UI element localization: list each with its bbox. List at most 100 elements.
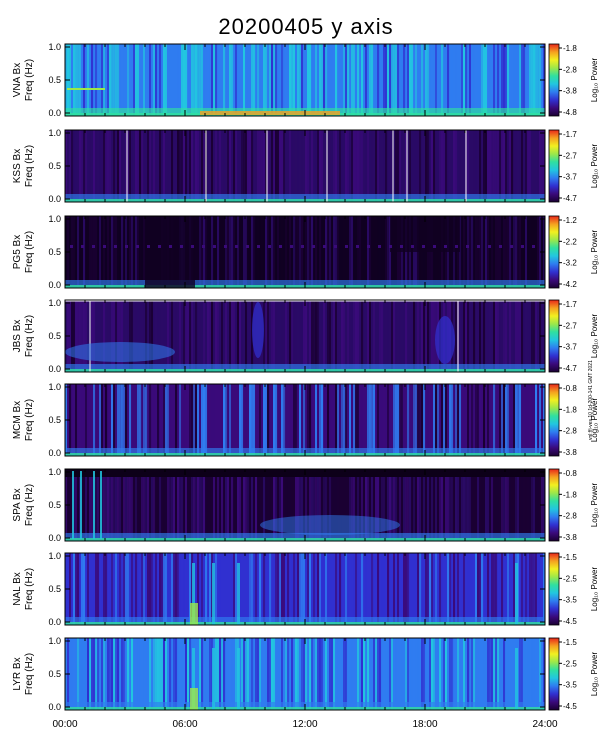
spectrogram-column	[257, 638, 260, 710]
spectrogram-column	[427, 553, 430, 625]
spectrogram-column	[205, 476, 208, 541]
spectrogram-column	[435, 384, 438, 456]
spectrogram-column	[393, 553, 396, 625]
spectrogram-column	[181, 44, 184, 116]
y-axis-label: Freq (Hz)	[24, 399, 35, 441]
spectrogram-column	[507, 44, 510, 116]
spectrogram-column	[421, 130, 424, 202]
spectrogram-column	[313, 553, 316, 625]
spectrogram-column	[461, 130, 464, 202]
spectrogram-column	[419, 300, 422, 372]
spectrogram-column	[185, 130, 188, 202]
spectrogram-column	[517, 384, 520, 456]
spectrogram-column	[179, 44, 182, 116]
spectrogram-column	[149, 384, 152, 456]
spectrogram-column	[281, 130, 284, 202]
spectrogram-column	[283, 638, 286, 710]
spectrogram-column	[331, 130, 334, 202]
spectrogram-column	[183, 44, 186, 116]
spectrogram-column	[245, 476, 248, 541]
spectrogram-column	[169, 44, 172, 116]
spectrogram-column	[479, 130, 482, 202]
spectrogram-column	[387, 638, 390, 710]
spectrogram-column	[485, 476, 488, 541]
spectrogram-column	[355, 130, 358, 202]
spectrogram-column	[529, 300, 532, 372]
spectrogram-column	[425, 300, 428, 372]
spectrogram-column	[465, 216, 468, 288]
spectrogram-column	[337, 476, 340, 541]
spectrogram-column	[307, 384, 310, 456]
spectrogram-column	[431, 638, 434, 710]
colorbar-tick-label: -2.7	[563, 151, 577, 160]
spectrogram-column	[217, 216, 220, 288]
spectrogram-column	[341, 384, 344, 456]
spectrogram-column	[341, 130, 344, 202]
spectrogram-column	[489, 130, 492, 202]
spectrogram-column	[475, 384, 478, 456]
y-axis-label: Freq (Hz)	[24, 484, 35, 526]
spectrogram-column	[425, 384, 428, 456]
spectrogram-column	[267, 216, 270, 288]
spectrogram-column	[509, 44, 512, 116]
spectrogram-column	[319, 476, 322, 541]
spectrogram-column	[133, 216, 136, 288]
spectrogram-column	[115, 216, 118, 288]
spectrogram-column	[239, 638, 242, 710]
spectrogram-column	[281, 553, 284, 625]
spectrogram-column	[373, 553, 376, 625]
colorbar-tick-label: -3.7	[563, 173, 577, 182]
spectrogram-column	[89, 44, 92, 116]
spectrogram-column	[537, 300, 540, 372]
spectrogram-column	[531, 384, 534, 456]
spectrogram-column	[503, 553, 506, 625]
spectrogram-column	[283, 553, 286, 625]
spectrogram-column	[489, 553, 492, 625]
spectrogram-column	[469, 553, 472, 625]
spectrogram-column	[265, 130, 268, 202]
spectrogram-column	[391, 476, 394, 541]
spectrogram-column	[417, 638, 420, 710]
spectrogram-column	[481, 130, 484, 202]
spectrogram-column	[235, 216, 238, 288]
spectrogram-column	[97, 130, 100, 202]
spectrogram-column	[383, 216, 386, 288]
spectrogram-column	[355, 476, 358, 541]
spectrogram-column	[341, 638, 344, 710]
spectrogram-column	[267, 130, 270, 202]
spectrogram-column	[505, 130, 508, 202]
colorbar-tick-label: -4.8	[563, 108, 577, 117]
spectrogram-column	[531, 216, 534, 288]
spectrogram-column	[121, 384, 124, 456]
spectrogram-column	[509, 638, 512, 710]
spectrogram-column	[267, 384, 270, 456]
spectrogram-column	[77, 216, 80, 288]
spectrogram-column	[289, 216, 292, 288]
side-note-text: vnl:ffi-ves 10 1d-200-141 GMT 2021	[588, 360, 594, 440]
spectrogram-column	[265, 553, 268, 625]
spectrogram-column	[521, 638, 524, 710]
spectrogram-column	[375, 638, 378, 710]
y-tick-label: 0.0	[48, 194, 61, 204]
spectrogram-column	[175, 44, 178, 116]
spectrogram-column	[515, 300, 518, 372]
spectrogram-column	[291, 553, 294, 625]
spectrogram-column	[317, 638, 320, 710]
spectrogram-column	[235, 553, 238, 625]
spectrogram-column	[329, 553, 332, 625]
spectrogram-column	[429, 476, 432, 541]
spectrogram-column	[411, 384, 414, 456]
spectrogram-column	[435, 476, 438, 541]
spectrogram-column	[335, 638, 338, 710]
spectrogram-column	[131, 300, 134, 372]
spectrogram-column	[315, 384, 318, 456]
spectrogram-column	[321, 300, 324, 372]
spectrogram-column	[157, 300, 160, 372]
spectrogram-column	[273, 300, 276, 372]
spectrogram-column	[347, 384, 350, 456]
spectrogram-column	[169, 638, 172, 710]
spectrogram-column	[371, 384, 374, 456]
spectrogram-column	[495, 216, 498, 288]
spectrogram-column	[205, 300, 208, 372]
spectrogram-column	[99, 300, 102, 372]
